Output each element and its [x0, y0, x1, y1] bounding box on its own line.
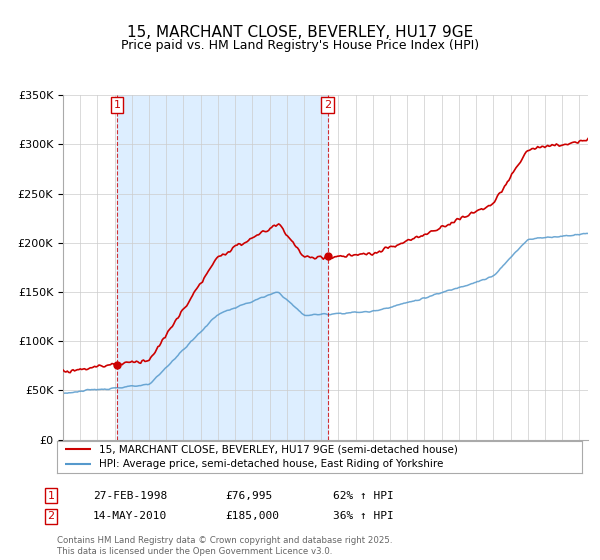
Text: 2: 2	[324, 100, 331, 110]
Text: 36% ↑ HPI: 36% ↑ HPI	[333, 511, 394, 521]
Text: 1: 1	[47, 491, 55, 501]
Bar	[117, 95, 328, 440]
Text: £185,000: £185,000	[225, 511, 279, 521]
Text: 27-FEB-1998: 27-FEB-1998	[93, 491, 167, 501]
Text: 1: 1	[114, 100, 121, 110]
Text: £76,995: £76,995	[225, 491, 272, 501]
Text: HPI: Average price, semi-detached house, East Riding of Yorkshire: HPI: Average price, semi-detached house,…	[99, 459, 443, 469]
Text: 15, MARCHANT CLOSE, BEVERLEY, HU17 9GE: 15, MARCHANT CLOSE, BEVERLEY, HU17 9GE	[127, 25, 473, 40]
Text: 62% ↑ HPI: 62% ↑ HPI	[333, 491, 394, 501]
Text: Contains HM Land Registry data © Crown copyright and database right 2025.
This d: Contains HM Land Registry data © Crown c…	[57, 536, 392, 556]
Text: 15, MARCHANT CLOSE, BEVERLEY, HU17 9GE (semi-detached house): 15, MARCHANT CLOSE, BEVERLEY, HU17 9GE (…	[99, 445, 458, 455]
Text: Price paid vs. HM Land Registry's House Price Index (HPI): Price paid vs. HM Land Registry's House …	[121, 39, 479, 52]
Text: 2: 2	[47, 511, 55, 521]
Text: 14-MAY-2010: 14-MAY-2010	[93, 511, 167, 521]
